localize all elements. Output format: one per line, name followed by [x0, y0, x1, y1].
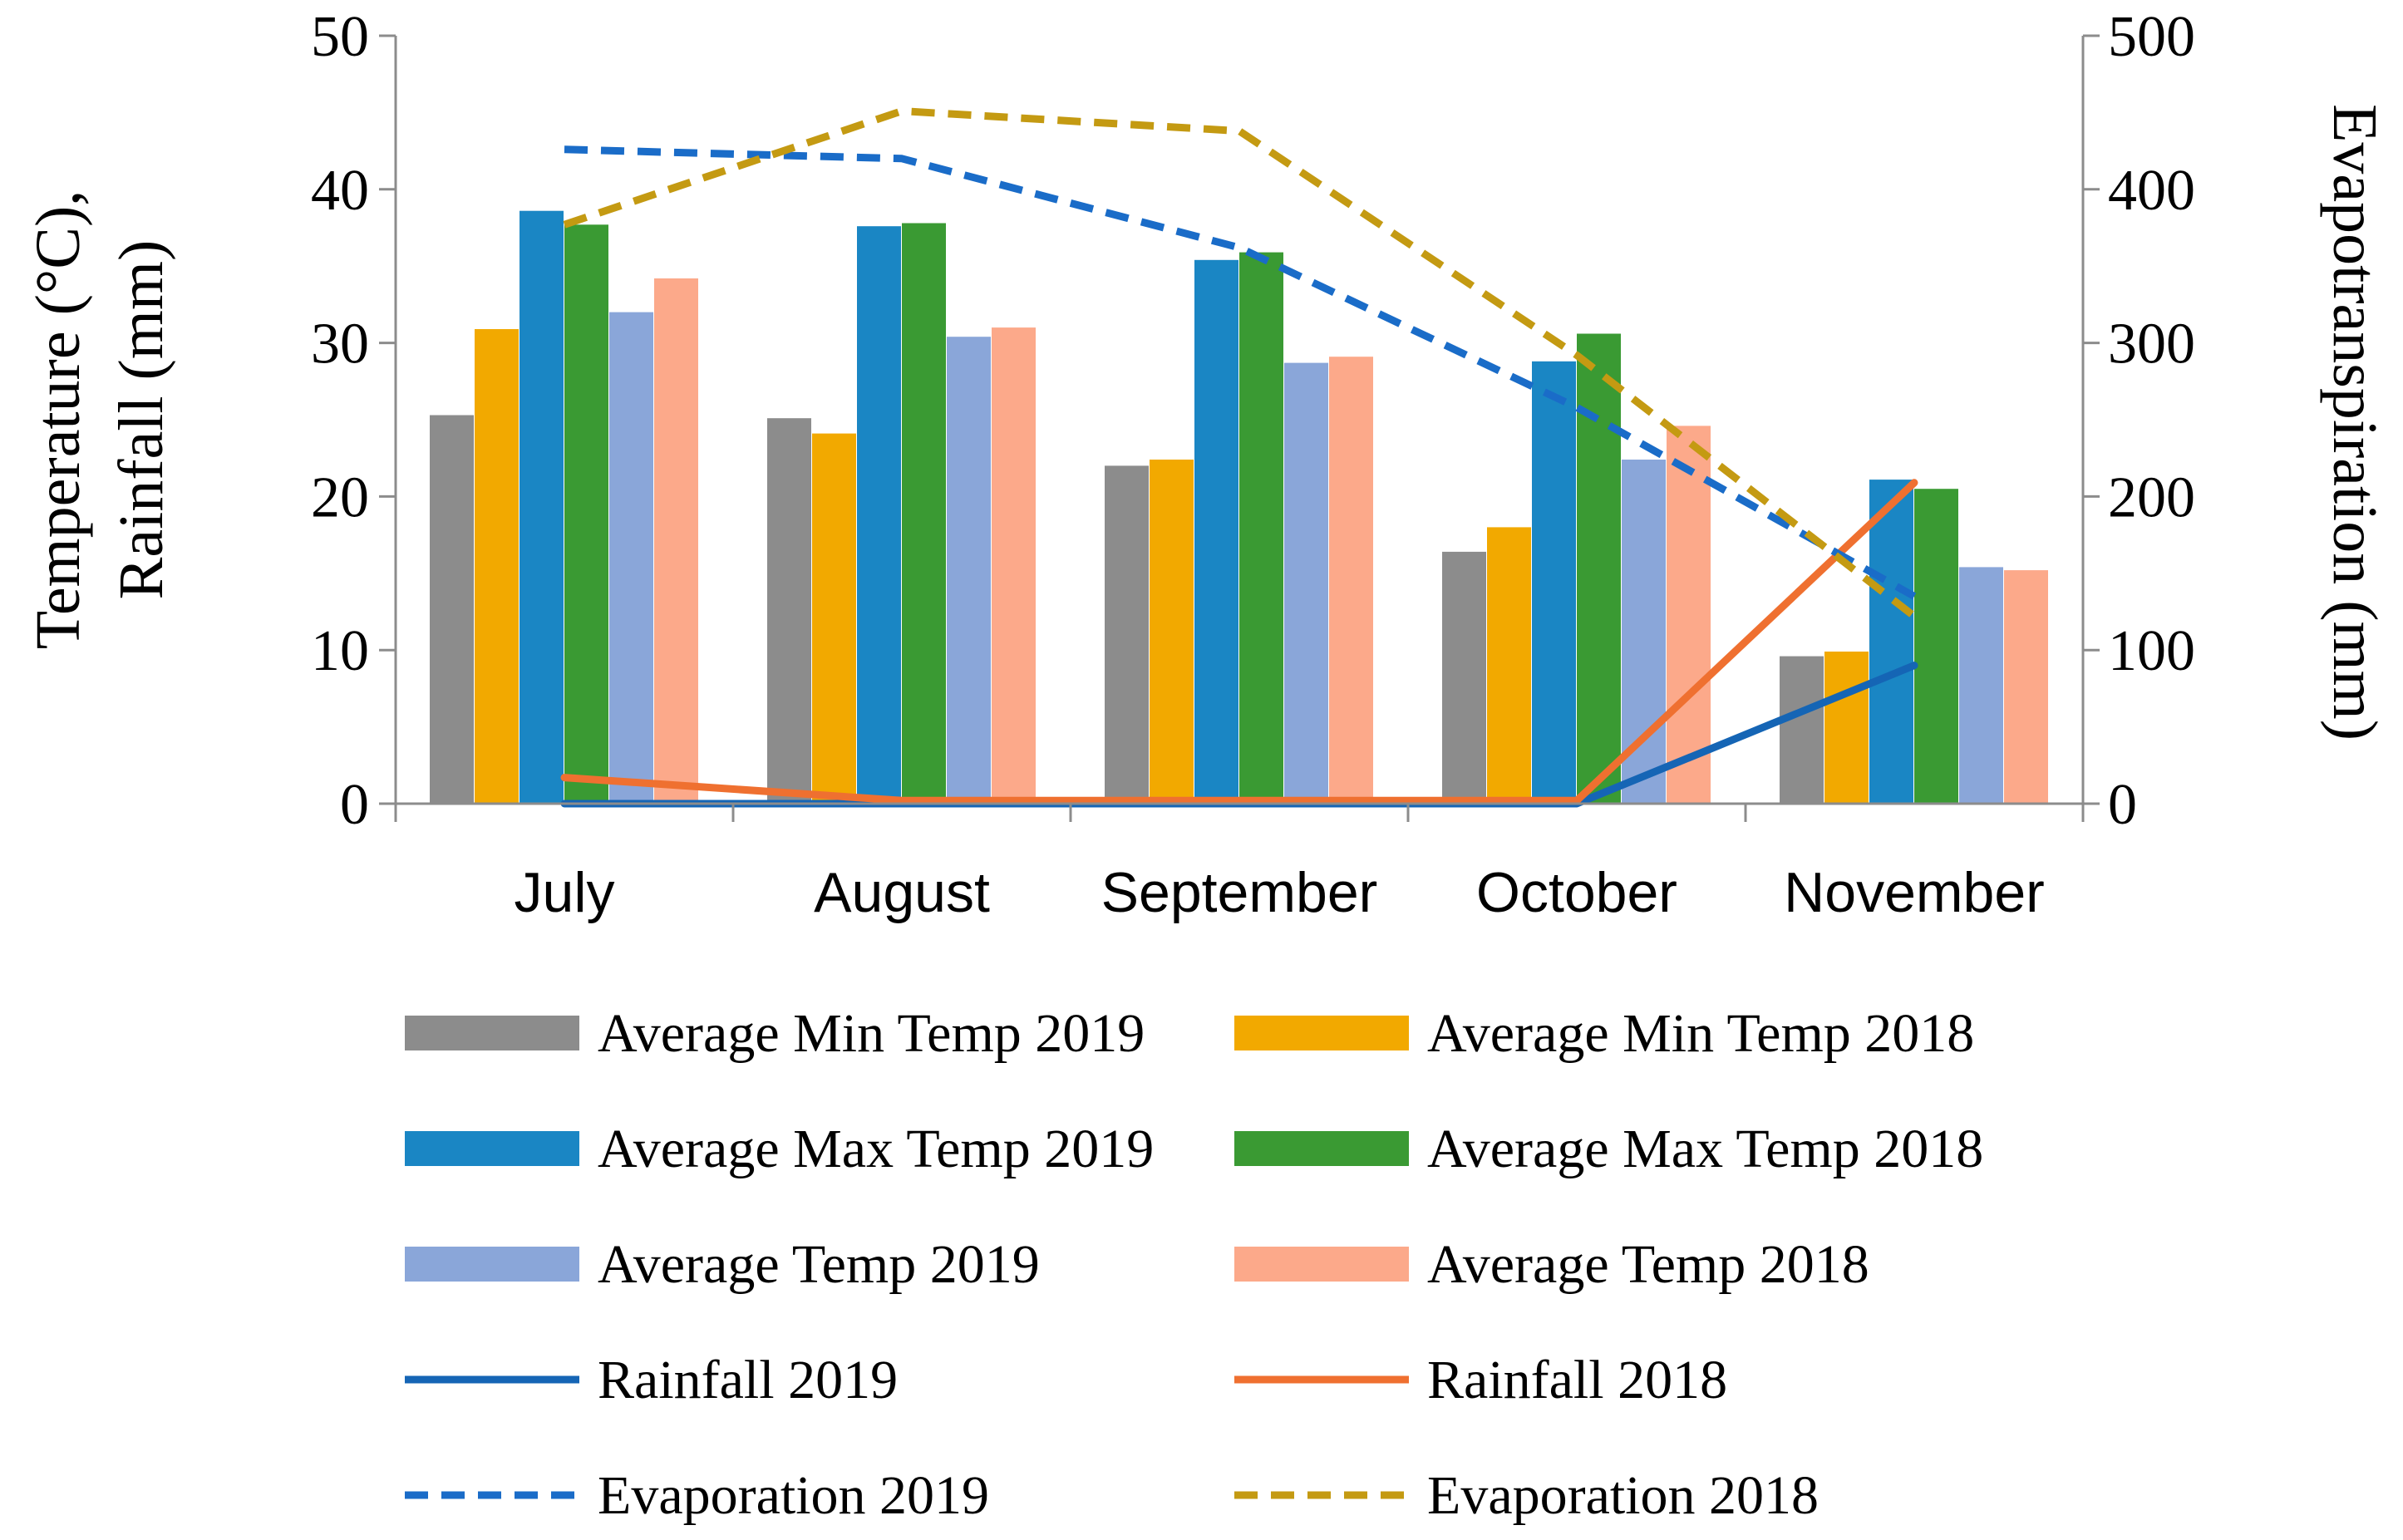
bars-layer	[430, 210, 2048, 804]
legend-item: Evaporation 2018	[1234, 1465, 1819, 1526]
y-tick-label: 0	[340, 773, 369, 837]
bar	[1532, 361, 1576, 804]
y2-tick-label: 0	[2108, 773, 2137, 837]
y2-tick-label: 100	[2108, 619, 2195, 683]
legend-label: Rainfall 2018	[1427, 1350, 1727, 1410]
x-category-label: August	[814, 861, 990, 924]
legend-item: Average Min Temp 2019	[405, 1003, 1145, 1064]
legend-label: Average Max Temp 2019	[598, 1119, 1154, 1179]
legend-label: Average Min Temp 2019	[598, 1003, 1145, 1064]
legend-item: Rainfall 2019	[405, 1350, 898, 1410]
y-tick-label: 10	[311, 619, 369, 683]
legend-item: Average Max Temp 2019	[405, 1119, 1154, 1179]
y2-axis-title: Evapotranspiration (mm)	[2320, 104, 2390, 740]
bar	[564, 224, 608, 804]
axes-layer	[379, 34, 2100, 822]
legend-swatch	[405, 1016, 579, 1050]
legend-item: Rainfall 2018	[1234, 1350, 1727, 1410]
x-category-label: July	[515, 861, 615, 924]
bar	[947, 337, 991, 804]
y-tick-label: 20	[311, 465, 369, 529]
y-tick-label: 30	[311, 312, 369, 376]
bar	[1150, 460, 1194, 804]
bar	[609, 312, 653, 804]
bar	[1914, 489, 1958, 804]
legend-swatch	[405, 1247, 579, 1282]
series-line	[563, 107, 1917, 620]
bar	[1487, 527, 1531, 804]
bar	[857, 226, 901, 804]
legend-label: Average Min Temp 2018	[1427, 1003, 1974, 1064]
legend-label: Average Max Temp 2018	[1427, 1119, 1983, 1179]
legend-item: Evaporation 2019	[405, 1465, 989, 1526]
legend: Average Min Temp 2019 Average Min Temp 20…	[405, 1003, 1983, 1526]
y-tick-label: 50	[311, 5, 369, 69]
bar	[1959, 567, 2003, 804]
bar	[1824, 652, 1869, 804]
bar	[654, 278, 698, 804]
bar	[992, 327, 1036, 804]
x-category-label: October	[1476, 861, 1677, 924]
legend-item: Average Temp 2019	[405, 1234, 1040, 1295]
bar	[902, 223, 946, 804]
legend-item: Average Max Temp 2018	[1234, 1119, 1983, 1179]
legend-item: Average Min Temp 2018	[1234, 1003, 1974, 1064]
bar	[2004, 570, 2048, 804]
bar	[812, 433, 856, 804]
legend-swatch	[1234, 1247, 1409, 1282]
bar	[1239, 252, 1283, 804]
bar	[767, 418, 811, 804]
y-tick-label: 40	[311, 159, 369, 223]
bar	[1667, 426, 1711, 804]
series-line	[564, 145, 1917, 600]
y2-tick-label: 300	[2108, 312, 2195, 376]
legend-item: Average Temp 2018	[1234, 1234, 1869, 1295]
legend-swatch	[1234, 1131, 1409, 1166]
legend-label: Evaporation 2018	[1427, 1465, 1819, 1526]
y2-tick-label: 400	[2108, 159, 2195, 223]
legend-swatch	[405, 1131, 579, 1166]
bar	[1780, 656, 1824, 804]
bar	[1284, 362, 1328, 804]
legend-label: Average Temp 2019	[598, 1234, 1040, 1295]
legend-label: Average Temp 2018	[1427, 1234, 1869, 1295]
series-line	[560, 479, 1918, 804]
y2-tick-label: 500	[2108, 5, 2195, 69]
legend-swatch	[1234, 1016, 1409, 1050]
bar	[475, 329, 519, 804]
x-category-label: November	[1784, 861, 2045, 924]
legend-label: Evaporation 2019	[598, 1465, 989, 1526]
bar	[1442, 551, 1486, 804]
bar	[1194, 259, 1238, 804]
y2-tick-label: 200	[2108, 465, 2195, 529]
bar	[430, 415, 474, 804]
x-category-label: September	[1101, 861, 1378, 924]
bar	[1577, 333, 1621, 804]
legend-label: Rainfall 2019	[598, 1350, 898, 1410]
bar	[1869, 480, 1913, 804]
bar	[520, 210, 564, 804]
y-axis-title: Temperature (°C), Rainfall (mm)	[23, 190, 176, 650]
bar	[1105, 465, 1149, 804]
bar	[1329, 357, 1373, 804]
